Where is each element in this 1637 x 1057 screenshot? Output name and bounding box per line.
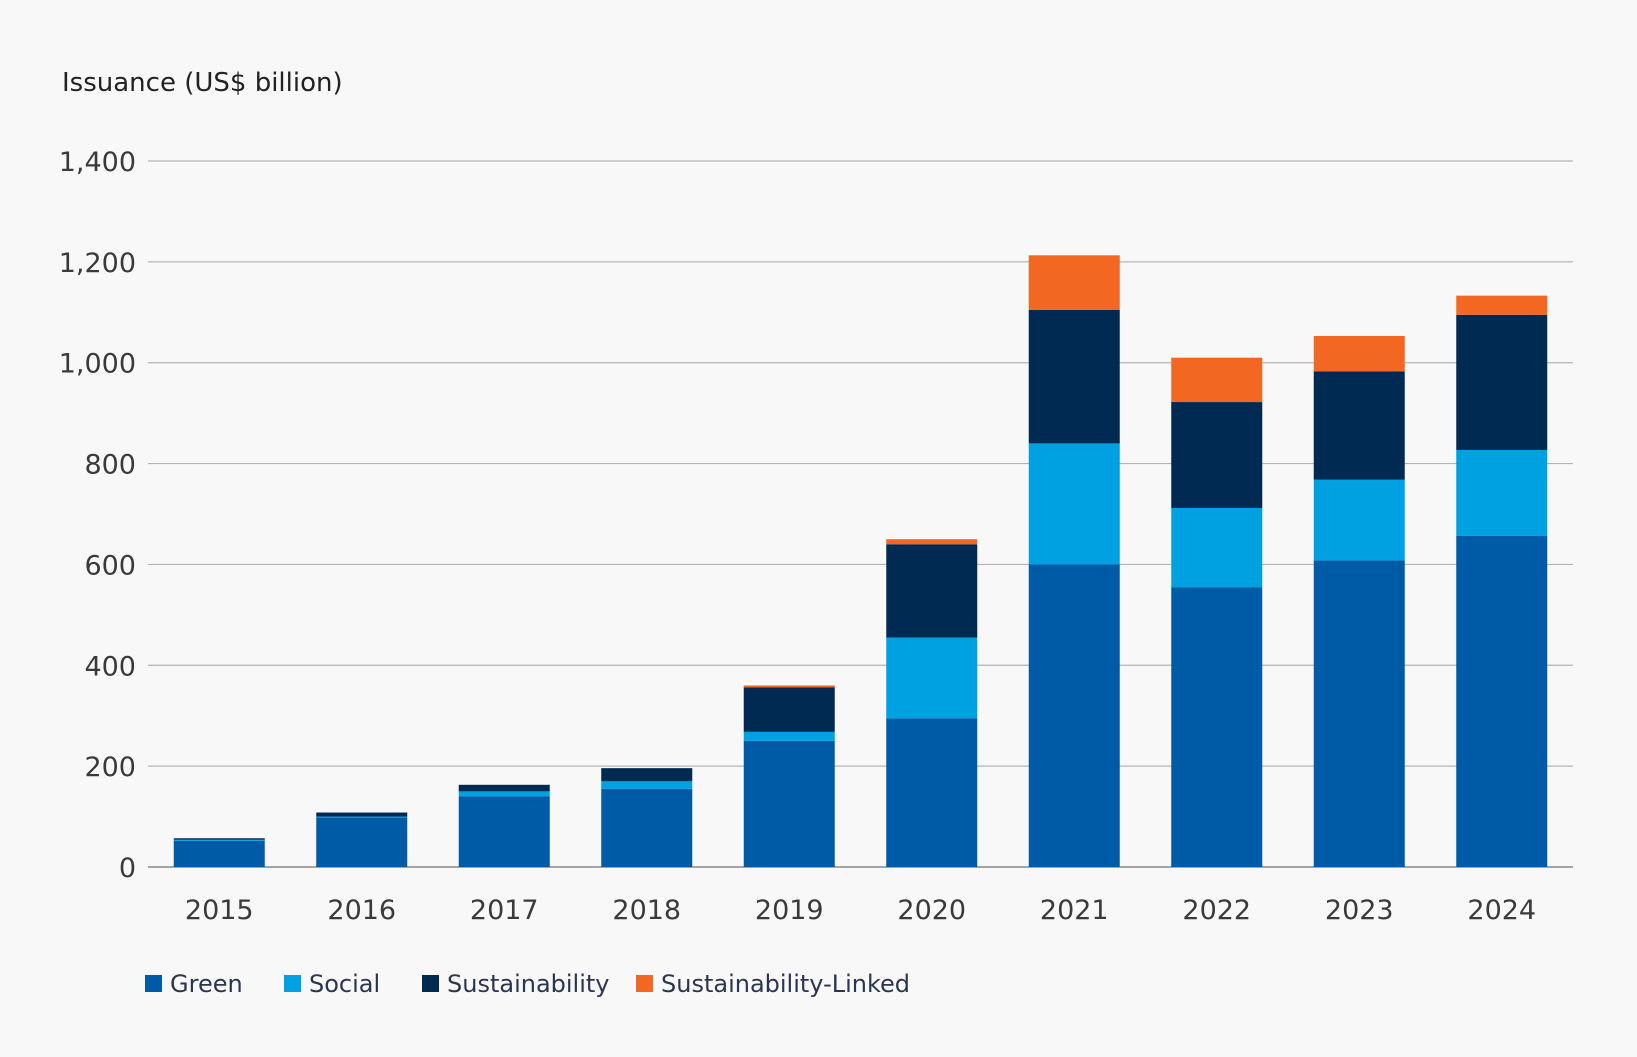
- bar-segment-social-2018: [601, 781, 693, 789]
- bar-segment-green-2018: [601, 788, 693, 867]
- bar-segment-sustainability-2019: [743, 687, 835, 732]
- y-tick-label: 1,400: [59, 147, 136, 178]
- legend: Green Social Sustainability Sustainability-…: [145, 970, 910, 998]
- y-tick-label: 0: [119, 853, 136, 884]
- bar-segment-sustainability-linked-2022: [1171, 357, 1263, 403]
- bar-segment-green-2024: [1456, 535, 1548, 867]
- bar-segment-social-2023: [1313, 479, 1405, 561]
- bar-segment-sustainability-2022: [1171, 402, 1263, 508]
- bar-segment-green-2020: [886, 718, 978, 867]
- x-tick-label-2016: 2016: [327, 895, 396, 926]
- bar-segment-sustainability-2024: [1456, 314, 1548, 450]
- bar-segment-social-2016: [316, 816, 408, 818]
- bar-segment-sustainability-2021: [1028, 309, 1120, 444]
- bar-segment-social-2019: [743, 731, 835, 741]
- x-tick-label-2024: 2024: [1467, 895, 1536, 926]
- x-axis-ticks: 2015 2016 2017 2018 2019 2020 2021 2022 2023 2024: [185, 895, 1536, 926]
- bar-segment-green-2022: [1171, 587, 1263, 867]
- bar-segment-sustainability-2020: [886, 544, 978, 638]
- legend-label-sustainability-linked: Sustainability-Linked: [661, 970, 910, 998]
- bar-segment-green-2015: [173, 840, 265, 867]
- bar-segment-social-2022: [1171, 507, 1263, 588]
- bar-segment-green-2021: [1028, 564, 1120, 867]
- legend-label-green: Green: [170, 970, 243, 998]
- bar-segment-social-2024: [1456, 449, 1548, 536]
- bar-segment-sustainability-linked-2020: [886, 539, 978, 545]
- y-tick-label: 200: [84, 752, 136, 783]
- x-tick-label-2018: 2018: [612, 895, 681, 926]
- bar-segment-social-2021: [1028, 443, 1120, 565]
- bar-segment-green-2019: [743, 740, 835, 867]
- bar-segment-sustainability-linked-2024: [1456, 295, 1548, 315]
- x-tick-label-2019: 2019: [755, 895, 824, 926]
- legend-swatch-social: [284, 975, 301, 992]
- y-tick-label: 1,200: [59, 248, 136, 279]
- x-tick-label-2023: 2023: [1325, 895, 1394, 926]
- bar-segment-sustainability-2017: [458, 784, 550, 792]
- x-tick-label-2017: 2017: [470, 895, 539, 926]
- x-tick-label-2020: 2020: [897, 895, 966, 926]
- bar-segment-green-2016: [316, 817, 408, 867]
- y-tick-label: 600: [84, 550, 136, 581]
- bar-segment-green-2023: [1313, 560, 1405, 867]
- legend-swatch-green: [145, 975, 162, 992]
- bar-segment-sustainability-linked-2023: [1313, 335, 1405, 372]
- y-axis-ticks: 0 200 400 600 800 1,000 1,200 1,400: [59, 147, 136, 884]
- bar-segment-social-2020: [886, 637, 978, 719]
- bar-segment-sustainability-2023: [1313, 371, 1405, 480]
- legend-swatch-sustainability: [422, 975, 439, 992]
- y-tick-label: 400: [84, 651, 136, 682]
- bar-segment-sustainability-linked-2019: [743, 685, 835, 688]
- x-tick-label-2021: 2021: [1040, 895, 1109, 926]
- bars: [173, 255, 1548, 867]
- bar-segment-social-2017: [458, 791, 550, 797]
- legend-label-social: Social: [309, 970, 380, 998]
- y-axis-title: Issuance (US$ billion): [62, 68, 343, 98]
- bar-segment-social-2015: [173, 839, 265, 841]
- bar-segment-sustainability-2018: [601, 768, 693, 782]
- x-tick-label-2015: 2015: [185, 895, 254, 926]
- legend-label-sustainability: Sustainability: [447, 970, 610, 998]
- y-tick-label: 1,000: [59, 349, 136, 380]
- bar-segment-sustainability-linked-2021: [1028, 255, 1120, 310]
- bar-segment-sustainability-2016: [316, 812, 408, 817]
- legend-swatch-sustainability-linked: [636, 975, 653, 992]
- bar-segment-sustainability-2015: [173, 838, 265, 840]
- y-tick-label: 800: [84, 450, 136, 481]
- bar-segment-green-2017: [458, 796, 550, 867]
- x-tick-label-2022: 2022: [1182, 895, 1251, 926]
